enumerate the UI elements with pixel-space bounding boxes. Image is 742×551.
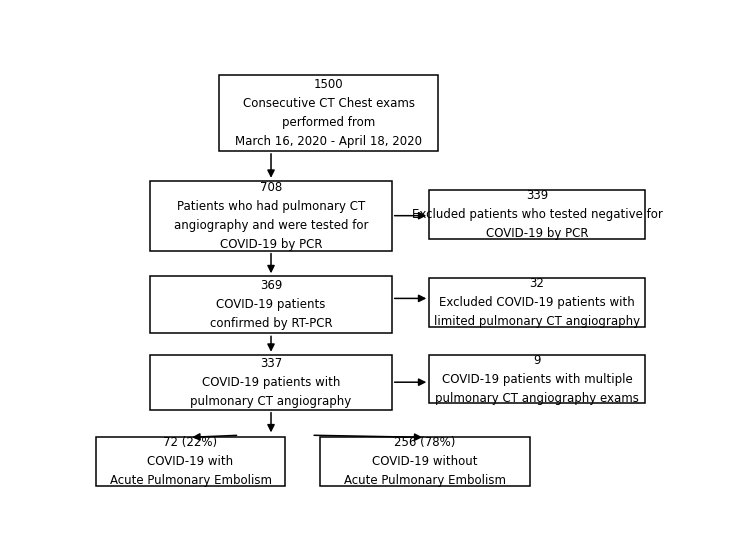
FancyBboxPatch shape xyxy=(220,74,438,151)
FancyBboxPatch shape xyxy=(429,355,645,403)
Text: 32
Excluded COVID-19 patients with
limited pulmonary CT angiography: 32 Excluded COVID-19 patients with limit… xyxy=(434,277,640,328)
Text: 339
Excluded patients who tested negative for
COVID-19 by PCR: 339 Excluded patients who tested negativ… xyxy=(412,190,663,240)
Text: 337
COVID-19 patients with
pulmonary CT angiography: 337 COVID-19 patients with pulmonary CT … xyxy=(191,356,352,408)
FancyBboxPatch shape xyxy=(150,276,392,333)
Text: 9
COVID-19 patients with multiple
pulmonary CT angiography exams: 9 COVID-19 patients with multiple pulmon… xyxy=(435,354,639,404)
Text: 256 (78%)
COVID-19 without
Acute Pulmonary Embolism: 256 (78%) COVID-19 without Acute Pulmona… xyxy=(344,436,506,487)
Text: 72 (22%)
COVID-19 with
Acute Pulmonary Embolism: 72 (22%) COVID-19 with Acute Pulmonary E… xyxy=(110,436,272,487)
FancyBboxPatch shape xyxy=(429,278,645,327)
FancyBboxPatch shape xyxy=(429,191,645,239)
FancyBboxPatch shape xyxy=(96,437,286,486)
Text: 1500
Consecutive CT Chest exams
performed from
March 16, 2020 - April 18, 2020: 1500 Consecutive CT Chest exams performe… xyxy=(235,78,422,148)
FancyBboxPatch shape xyxy=(320,437,530,486)
Text: 708
Patients who had pulmonary CT
angiography and were tested for
COVID-19 by PC: 708 Patients who had pulmonary CT angiog… xyxy=(174,181,368,251)
FancyBboxPatch shape xyxy=(150,181,392,251)
Text: 369
COVID-19 patients
confirmed by RT-PCR: 369 COVID-19 patients confirmed by RT-PC… xyxy=(210,279,332,330)
FancyBboxPatch shape xyxy=(150,355,392,410)
